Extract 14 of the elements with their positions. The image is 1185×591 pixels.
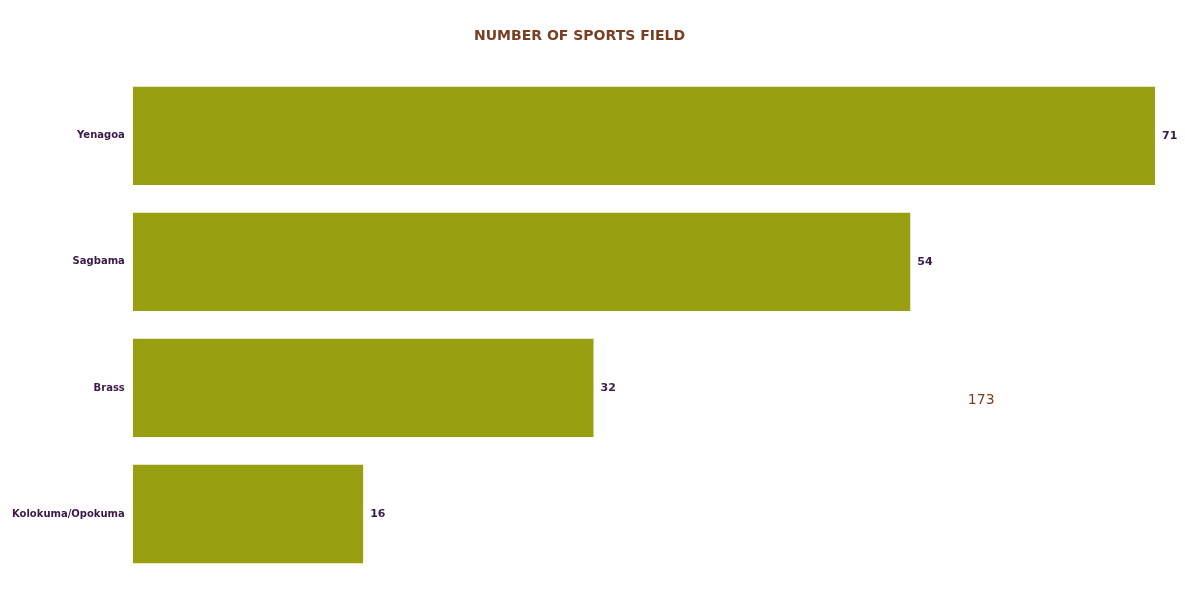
annotation: 173 bbox=[967, 391, 995, 408]
chart-title: NUMBER OF SPORTS FIELD bbox=[473, 27, 686, 44]
data-label: 16 bbox=[370, 506, 386, 520]
y-tick-label: Yenagoa bbox=[76, 129, 125, 141]
data-label: 32 bbox=[600, 380, 616, 394]
bar bbox=[132, 338, 594, 438]
data-label: 71 bbox=[1162, 128, 1178, 142]
data-label: 54 bbox=[917, 254, 933, 268]
bar bbox=[132, 464, 364, 564]
y-tick-label: Brass bbox=[93, 381, 125, 393]
y-tick-label: Kolokuma/Opokuma bbox=[11, 507, 125, 519]
bar bbox=[132, 86, 1155, 185]
y-tick-label: Sagbama bbox=[72, 255, 125, 267]
bar bbox=[132, 212, 911, 312]
